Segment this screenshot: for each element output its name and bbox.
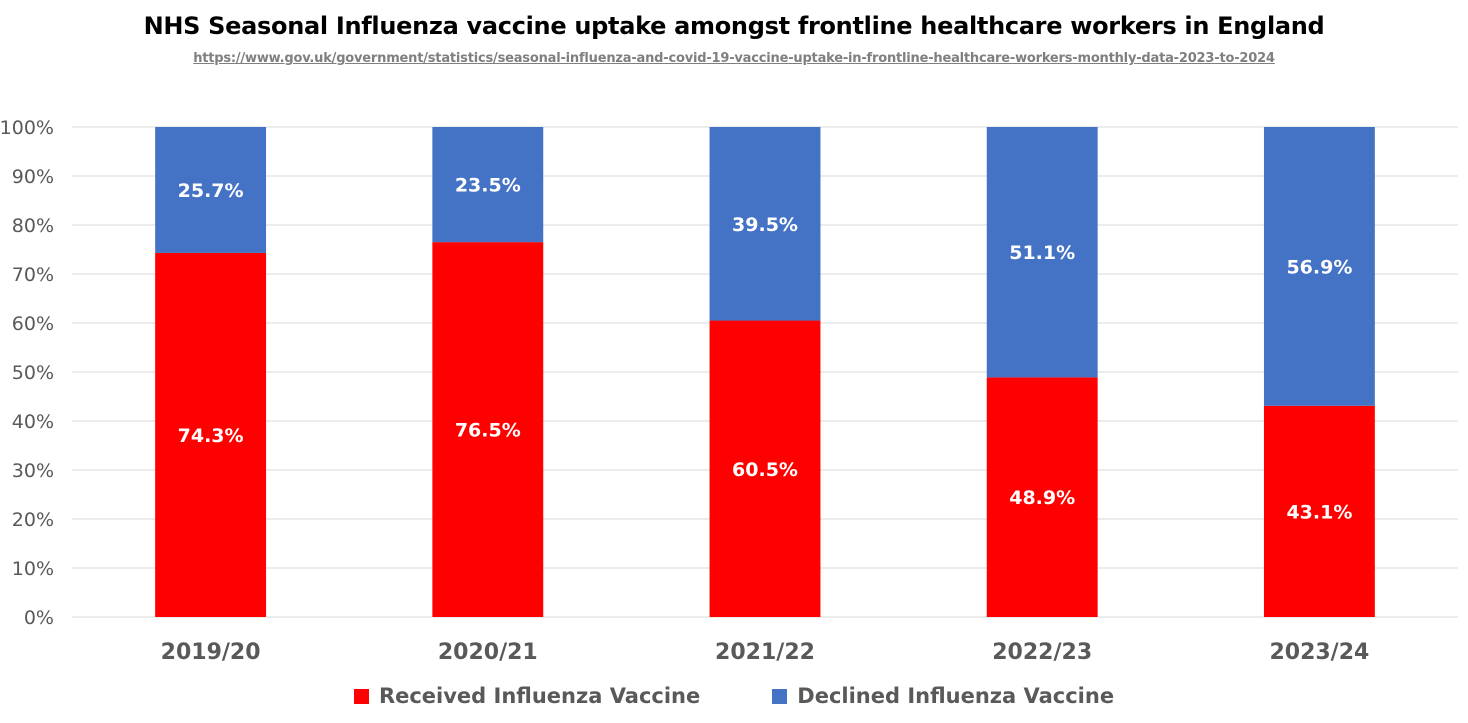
bar-segment-declined[interactable]: [709, 127, 821, 321]
legend-swatch-received: [353, 688, 369, 704]
y-tick-label: 30%: [12, 460, 54, 482]
legend: Received Influenza Vaccine Declined Infl…: [0, 684, 1468, 708]
data-label: 60.5%: [732, 459, 798, 481]
y-tick-label: 20%: [12, 509, 54, 531]
legend-item-received[interactable]: Received Influenza Vaccine: [353, 684, 701, 708]
chart-subtitle[interactable]: https://www.gov.uk/government/statistics…: [193, 51, 1275, 66]
chart-title: NHS Seasonal Influenza vaccine uptake am…: [143, 12, 1325, 40]
bar-segment-received[interactable]: [986, 377, 1098, 617]
bar-segment-received[interactable]: [709, 320, 821, 617]
legend-item-declined[interactable]: Declined Influenza Vaccine: [772, 684, 1114, 708]
bar-segment-received[interactable]: [432, 242, 544, 617]
x-tick-label: 2019/20: [161, 640, 261, 665]
bar-segment-declined[interactable]: [155, 127, 267, 253]
x-tick-label: 2022/23: [992, 640, 1092, 665]
x-tick-label: 2021/22: [715, 640, 815, 665]
data-label: 39.5%: [732, 214, 798, 236]
legend-label-received: Received Influenza Vaccine: [378, 684, 701, 708]
y-tick-label: 50%: [12, 362, 54, 384]
x-axis-ticks: 2019/20 2020/21 2021/22 2022/23 2023/24: [161, 640, 1370, 665]
y-tick-label: 0%: [24, 607, 54, 629]
x-tick-label: 2020/21: [438, 640, 538, 665]
data-label: 48.9%: [1009, 487, 1075, 509]
bar-segment-received[interactable]: [1263, 405, 1375, 617]
y-tick-label: 40%: [12, 411, 54, 433]
y-tick-label: 70%: [12, 264, 54, 286]
data-label: 74.3%: [178, 425, 244, 447]
x-tick-label: 2023/24: [1269, 640, 1369, 665]
bar-segment-received[interactable]: [155, 252, 267, 617]
data-label: 76.5%: [455, 420, 521, 442]
y-axis-ticks: 0% 10% 20% 30% 40% 50% 60% 70% 80% 90% 100%: [0, 117, 54, 629]
y-tick-label: 100%: [0, 117, 54, 139]
y-tick-label: 80%: [12, 215, 54, 237]
data-labels: 74.3% 25.7% 76.5% 23.5% 60.5% 39.5% 48.9% 51.1%…: [178, 175, 1353, 524]
legend-swatch-declined: [772, 688, 788, 704]
data-label: 23.5%: [455, 175, 521, 197]
data-label: 56.9%: [1286, 256, 1352, 278]
bars: [155, 127, 1375, 617]
y-tick-label: 60%: [12, 313, 54, 335]
data-label: 25.7%: [178, 180, 244, 202]
bar-segment-declined[interactable]: [432, 127, 544, 243]
data-label: 51.1%: [1009, 242, 1075, 264]
legend-label-declined: Declined Influenza Vaccine: [797, 684, 1115, 708]
bar-segment-declined[interactable]: [1263, 127, 1375, 406]
y-tick-label: 10%: [12, 558, 54, 580]
data-label: 43.1%: [1286, 501, 1352, 523]
bar-segment-declined[interactable]: [986, 127, 1098, 378]
y-tick-label: 90%: [12, 166, 54, 188]
